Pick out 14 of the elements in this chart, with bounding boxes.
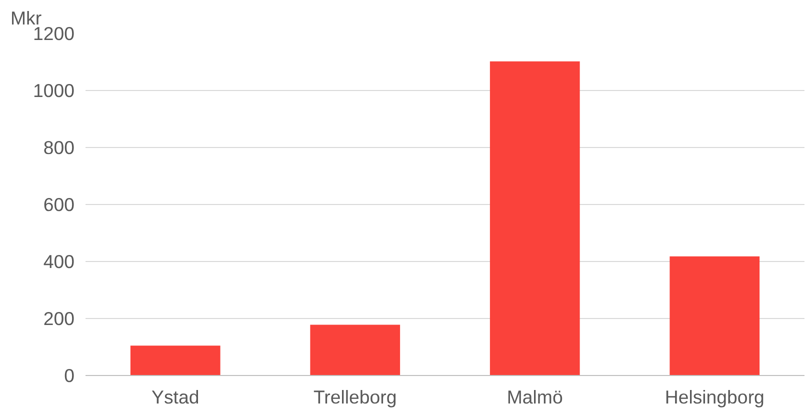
y-tick-label: 1000 [32,80,75,101]
y-tick-label: 800 [43,137,75,158]
bar [490,61,580,376]
x-tick-label: Trelleborg [313,386,397,408]
y-tick-label: 200 [43,308,75,329]
y-tick-label: 600 [43,194,75,215]
bar [130,346,220,376]
x-tick-label: Ystad [152,386,200,408]
bar [670,256,760,376]
y-tick-label: 400 [43,251,75,272]
bar [310,324,400,376]
x-tick-label: Malmö [506,386,563,408]
x-tick-label: Helsingborg [664,386,764,408]
y-tick-label: 0 [64,365,75,386]
